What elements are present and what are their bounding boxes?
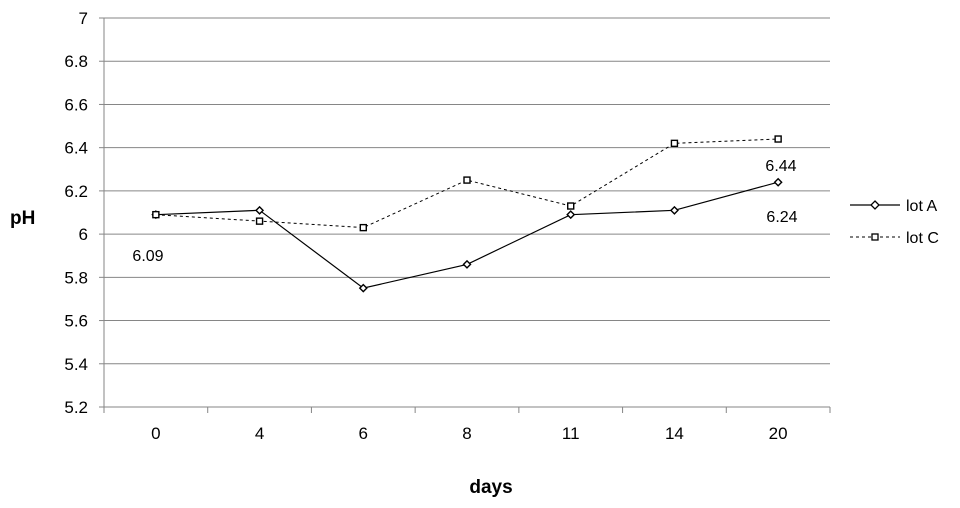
data-label-6-44: 6.44 — [765, 158, 796, 175]
legend-item-lot-a: lot A — [850, 198, 937, 215]
y-tick-label: 6.6 — [64, 95, 88, 114]
x-tick-label: 20 — [769, 424, 788, 443]
data-point-lot-a — [358, 283, 368, 293]
data-point-lot-a — [566, 210, 576, 220]
data-point-lot-c — [463, 176, 471, 184]
legend-item-lot-c: lot C — [850, 230, 939, 247]
legend-marker-lot-c — [871, 233, 879, 241]
series — [151, 135, 783, 293]
data-label-6-24: 6.24 — [766, 209, 797, 226]
x-tick-labels: 0 4 6 8 11 14 20 — [151, 424, 787, 443]
y-tick-labels: 5.2 5.4 5.6 5.8 6 6.2 6.4 6.6 6.8 7 — [64, 9, 88, 417]
data-point-lot-c — [152, 210, 160, 219]
series-line-lot-a — [155, 181, 779, 289]
data-point-lot-a — [462, 259, 472, 269]
y-tick-label: 7 — [79, 9, 88, 28]
legend-label-lot-c: lot C — [906, 230, 939, 247]
y-tick-label: 5.4 — [64, 355, 88, 374]
data-point-lot-c — [255, 217, 264, 225]
data-point-lot-a — [773, 177, 783, 187]
y-tick-label: 5.6 — [64, 312, 88, 331]
x-tick-label: 8 — [462, 424, 471, 443]
y-tick-label: 6 — [79, 225, 88, 244]
x-tick-label: 4 — [255, 424, 264, 443]
x-axis-title: days — [469, 477, 512, 498]
legend: lot A lot C — [850, 198, 939, 247]
data-point-lot-a — [255, 205, 265, 215]
data-label-6-09: 6.09 — [132, 248, 163, 265]
y-tick-label: 5.8 — [64, 268, 88, 287]
gridlines — [99, 17, 831, 413]
data-point-lot-c — [567, 202, 575, 210]
y-tick-label: 6.8 — [64, 52, 88, 71]
x-tick-label: 6 — [359, 424, 368, 443]
legend-marker-lot-a — [870, 200, 880, 210]
x-tick-label: 11 — [562, 424, 580, 443]
axes — [103, 18, 830, 408]
y-axis-title: pH — [10, 208, 35, 229]
x-tick-label: 14 — [665, 424, 684, 443]
x-tick-label: 0 — [151, 424, 160, 443]
data-point-lot-c — [670, 139, 679, 148]
legend-label-lot-a: lot A — [906, 198, 937, 215]
data-point-lot-c — [774, 135, 782, 143]
data-point-lot-a — [669, 205, 679, 215]
y-tick-label: 6.4 — [64, 139, 88, 158]
y-tick-label: 6.2 — [64, 182, 88, 201]
data-point-lot-c — [359, 223, 367, 232]
y-tick-label: 5.2 — [64, 398, 88, 417]
